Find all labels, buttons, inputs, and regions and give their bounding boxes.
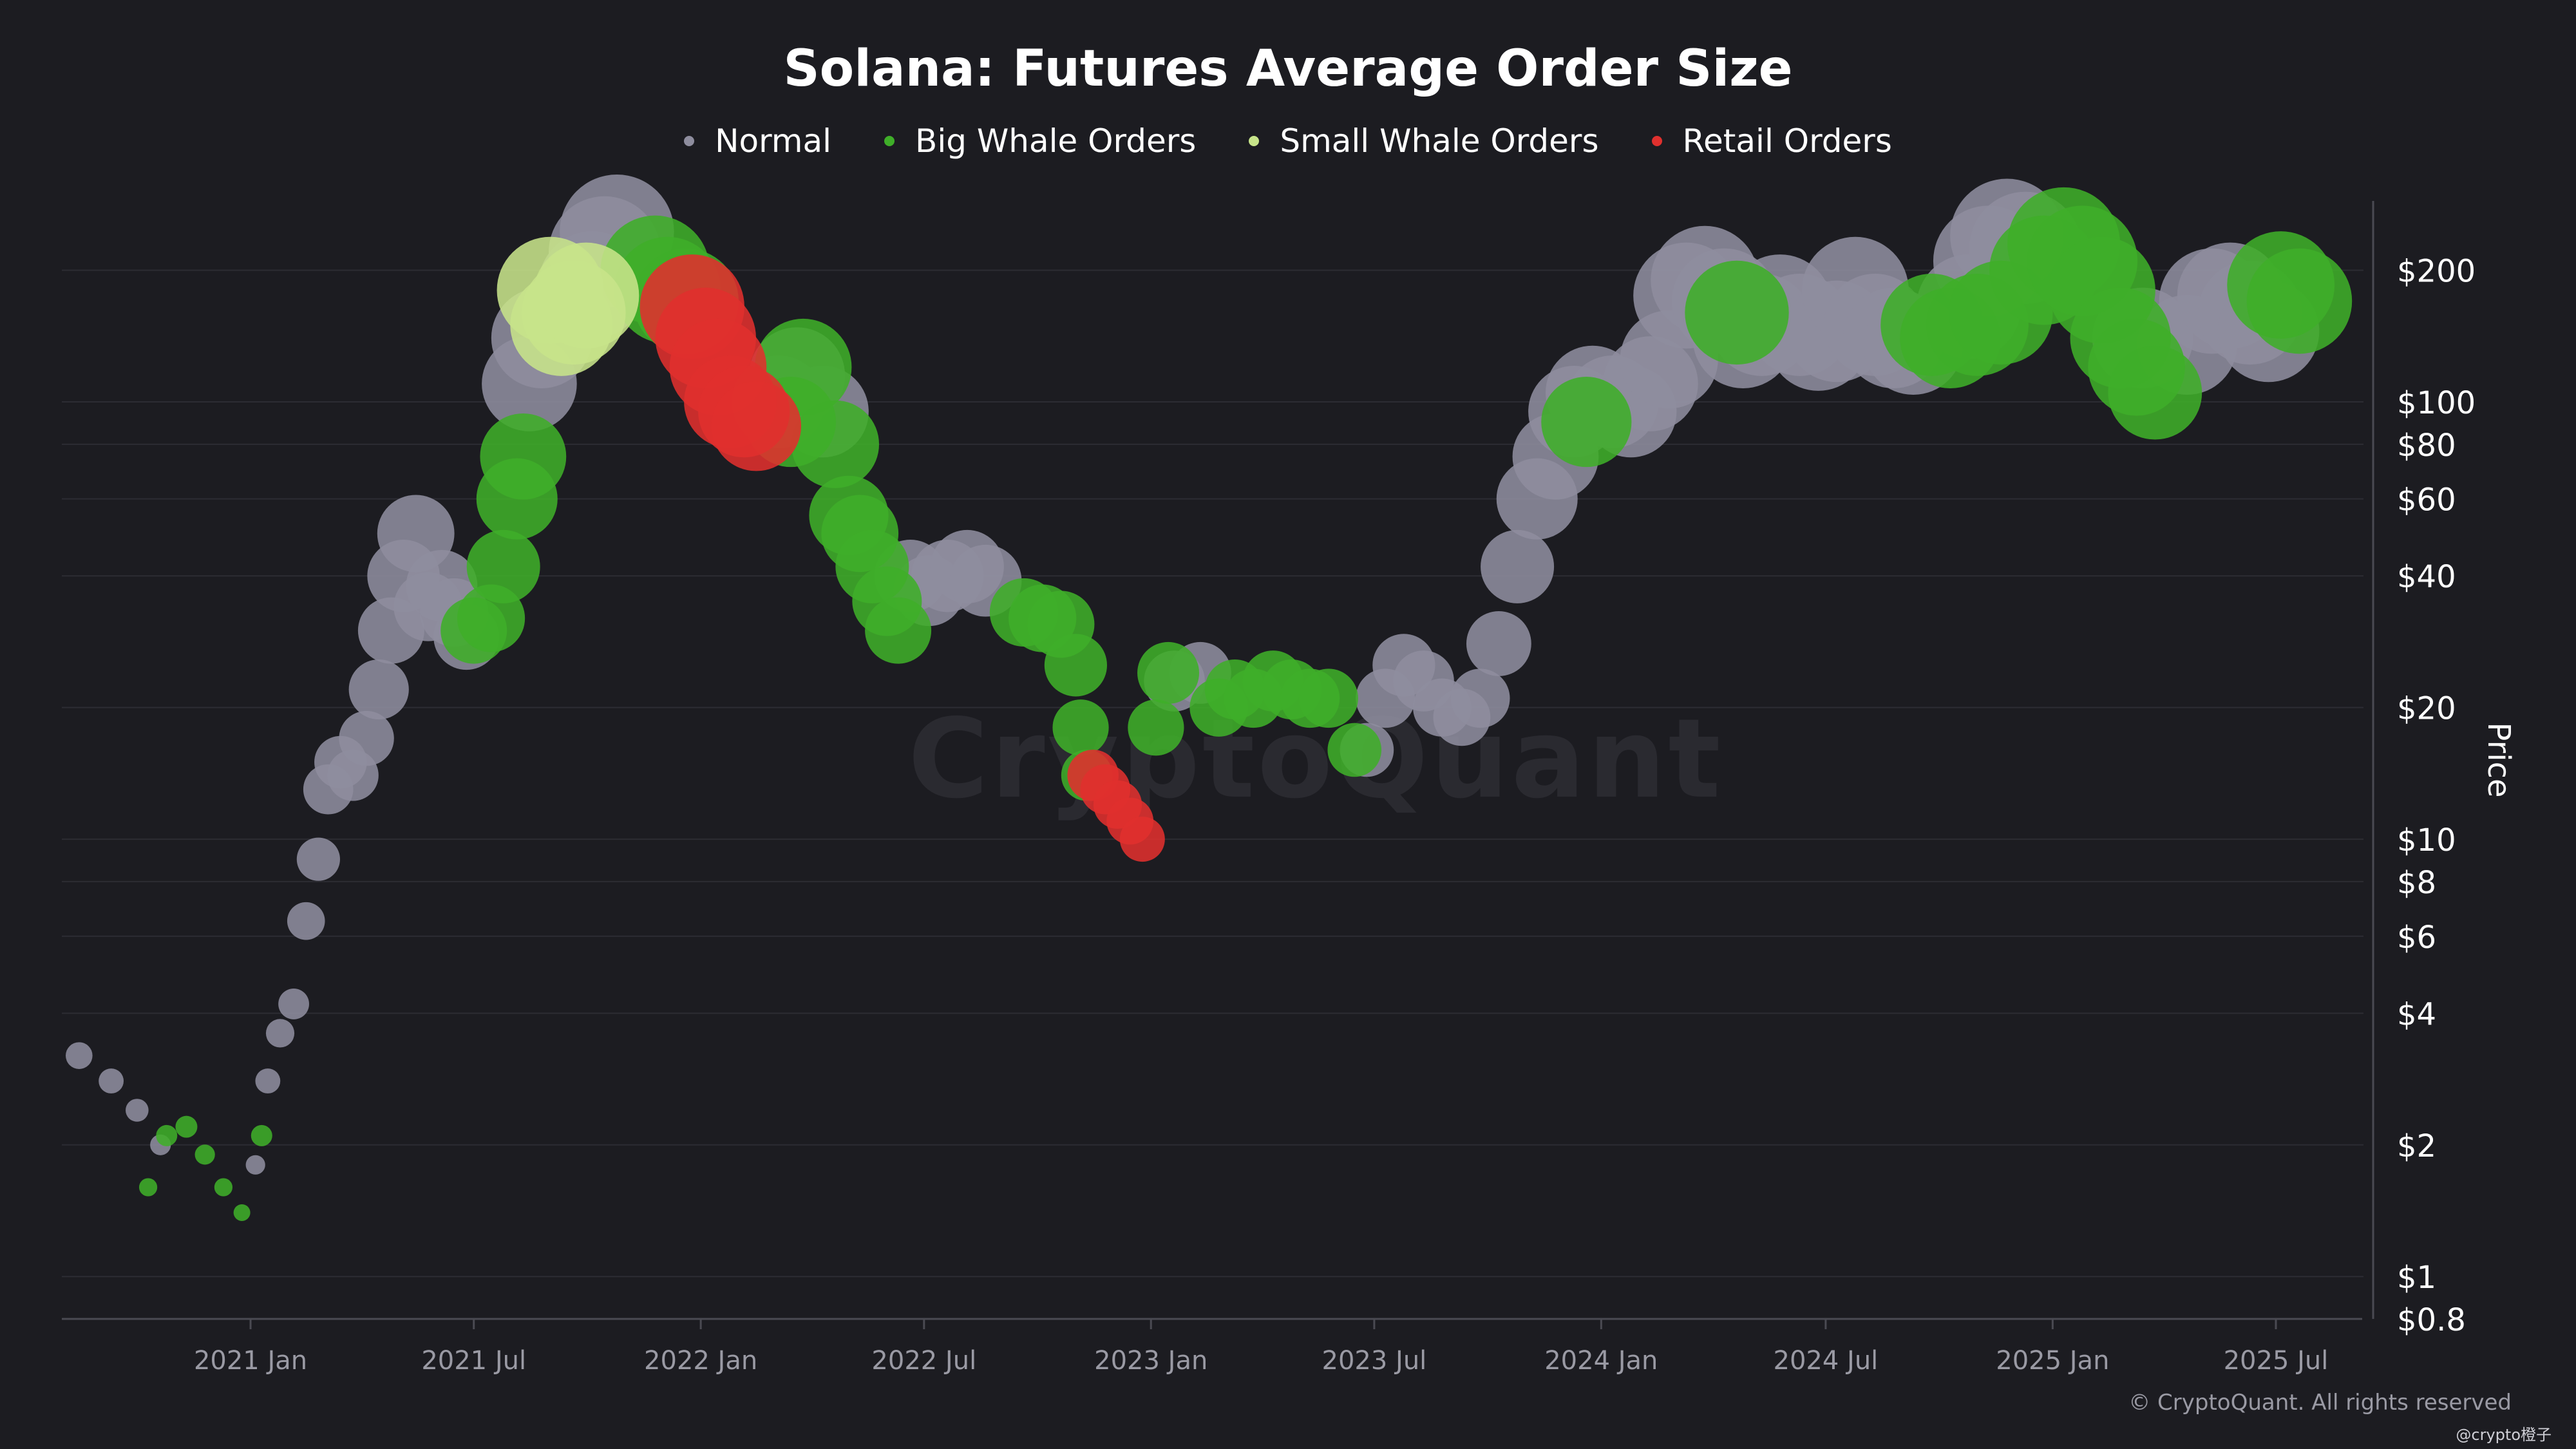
legend-item-retail[interactable]: Retail Orders [1651,122,1892,160]
legend-label-small-whale: Small Whale Orders [1280,122,1599,160]
y-tick-label: $40 [2397,559,2456,595]
point-retail-orders [711,381,802,471]
point-big-whale-orders [1052,699,1109,756]
point-big-whale-orders [194,1144,215,1165]
point-big-whale-orders [1685,260,1789,365]
copyright-text: © CryptoQuant. All rights reserved [2128,1390,2512,1416]
point-normal [265,1019,295,1048]
x-tick-label: 2024 Jul [1774,1346,1879,1376]
x-tick-label: 2021 Jul [421,1346,526,1376]
point-big-whale-orders [175,1115,198,1138]
point-normal [66,1042,93,1069]
point-big-whale-orders [1137,641,1200,704]
point-big-whale-orders [2108,345,2202,440]
x-tick-label: 2023 Jan [1094,1346,1208,1376]
point-big-whale-orders [791,400,880,488]
y-tick-label: $10 [2397,822,2456,858]
point-big-whale-orders [251,1124,272,1146]
point-big-whale-orders [1128,699,1184,756]
point-normal [1466,611,1531,676]
axes: $0.8 $1 $2 $4 $6 $8 $10 $20 $40 $60 $80 $100 $200 202… [62,201,2517,1376]
y-tick-label: $200 [2397,254,2476,290]
legend-item-small-whale[interactable]: Small Whale Orders [1249,122,1599,160]
point-normal [287,902,325,940]
point-normal [126,1099,149,1122]
y-tick-label: $100 [2397,385,2476,421]
point-normal [348,659,409,720]
legend-dot-big-whale [884,136,895,146]
point-big-whale-orders [233,1204,251,1221]
y-tick-label: $20 [2397,691,2456,727]
y-tick-label: $6 [2397,920,2436,956]
point-retail-orders [1119,817,1165,862]
legend-dot-small-whale [1249,136,1260,146]
point-big-whale-orders [466,529,540,603]
x-tick-label: 2022 Jul [871,1346,976,1376]
point-big-whale-orders [1044,634,1107,697]
point-normal [296,837,340,881]
point-big-whale-orders [865,597,932,664]
x-tick-label: 2025 Jul [2224,1346,2329,1376]
legend-item-normal[interactable]: Normal [684,122,831,160]
point-big-whale-orders [138,1178,158,1197]
y-axis-label: Price [2481,722,2517,797]
legend-label-normal: Normal [715,122,832,160]
y-tick-label: $4 [2397,996,2436,1032]
chart-title: Solana: Futures Average Order Size [783,40,1793,98]
point-normal [278,989,309,1019]
x-tick-label: 2023 Jul [1322,1346,1427,1376]
legend-label-retail: Retail Orders [1682,122,1892,160]
x-tick-label: 2024 Jan [1544,1346,1658,1376]
point-normal [339,710,394,766]
legend-dot-retail [1651,136,1662,146]
data-points [66,175,2353,1221]
grid-lines [62,269,2363,1278]
x-tick-label: 2025 Jan [1996,1346,2109,1376]
legend-item-big-whale[interactable]: Big Whale Orders [884,122,1196,160]
x-tick-label: 2022 Jan [644,1346,757,1376]
x-tick-label: 2021 Jan [194,1346,307,1376]
point-big-whale-orders [1327,723,1382,777]
y-tick-label: $8 [2397,865,2436,901]
point-normal [99,1068,124,1094]
point-big-whale-orders [156,1124,178,1146]
y-tick-label: $0.8 [2397,1302,2466,1338]
point-big-whale-orders [2246,248,2353,354]
y-tick-label: $1 [2397,1260,2436,1296]
legend: Normal Big Whale Orders Small Whale Orde… [0,122,2576,160]
point-big-whale-orders [480,413,567,500]
point-normal [255,1068,281,1094]
point-big-whale-orders [1299,668,1358,728]
author-tag: @crypto橙子 [2456,1426,2552,1444]
point-normal [1481,529,1555,603]
point-normal [1450,668,1510,728]
y-tick-label: $2 [2397,1128,2436,1164]
point-big-whale-orders [1541,376,1632,468]
point-big-whale-orders [214,1178,233,1197]
y-tick-label: $80 [2397,428,2456,464]
y-tick-label: $60 [2397,482,2456,518]
point-small-whale-orders [533,242,639,349]
legend-dot-normal [684,136,695,146]
legend-label-big-whale: Big Whale Orders [915,122,1197,160]
point-normal [245,1155,265,1175]
